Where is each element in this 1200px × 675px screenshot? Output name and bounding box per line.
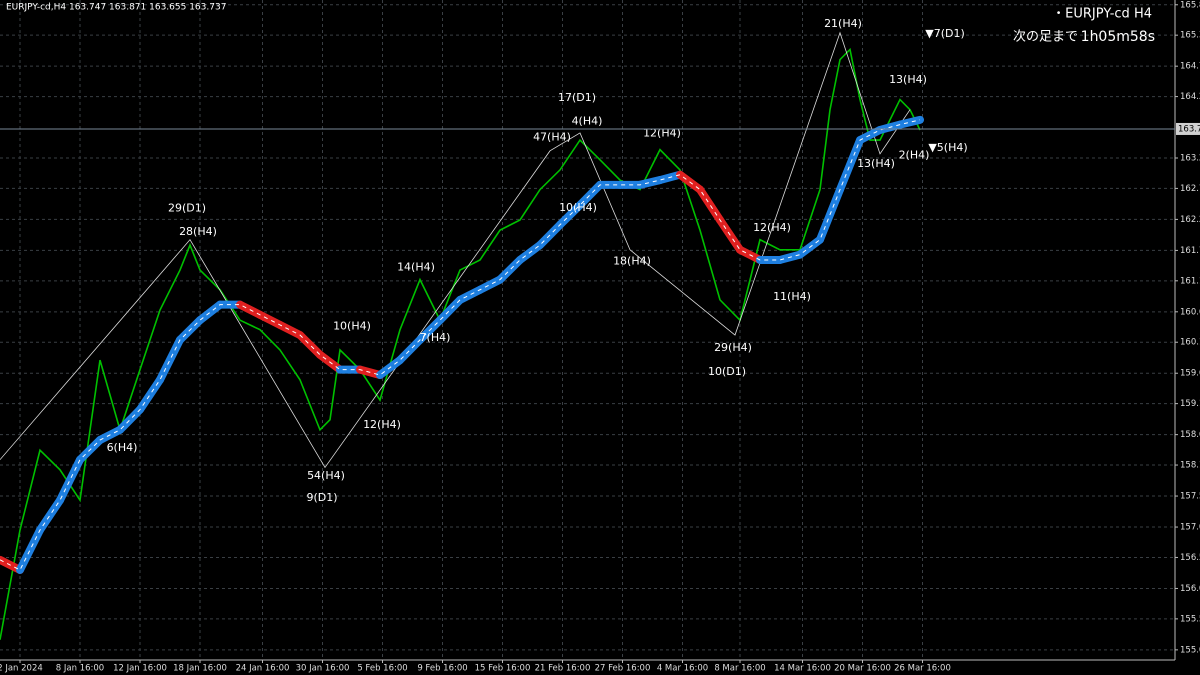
y-tick-label: 165.310 [1180, 31, 1200, 41]
y-tick-label: 165.820 [1180, 0, 1200, 10]
y-tick-label: 161.190 [1180, 276, 1200, 286]
symbol-label: ・EURJPY-cd H4 [1052, 7, 1152, 22]
ma-segment [896, 115, 924, 129]
y-tick-label: 164.790 [1180, 62, 1200, 72]
annotation: 54(H4) [307, 469, 345, 482]
annotation: 14(H4) [397, 261, 435, 274]
y-tick-label: 155.520 [1180, 614, 1200, 624]
price-line [0, 47, 921, 640]
x-tick-label: 4 Mar 16:00 [657, 664, 708, 674]
x-tick-label: 18 Jan 16:00 [173, 664, 227, 674]
y-tick-label: 159.640 [1180, 369, 1200, 379]
x-tick-label: 5 Feb 16:00 [357, 664, 407, 674]
annotation: 9(D1) [306, 491, 337, 504]
annotation: 29(D1) [168, 202, 206, 215]
annotation: 12(H4) [753, 221, 791, 234]
x-tick-label: 26 Mar 16:00 [894, 664, 951, 674]
y-tick-label: 156.030 [1180, 584, 1200, 594]
annotation: 21(H4) [824, 17, 862, 30]
x-tick-label: 12 Jan 16:00 [113, 664, 167, 674]
x-tick-label: 15 Feb 16:00 [475, 664, 531, 674]
y-tick-label: 156.550 [1180, 553, 1200, 563]
y-tick-label: 162.740 [1180, 184, 1200, 194]
y-tick-label: 162.220 [1180, 215, 1200, 225]
x-tick-label: 14 Mar 16:00 [774, 664, 831, 674]
annotation: 28(H4) [179, 225, 217, 238]
ma-segment [56, 455, 84, 505]
annotation: 2(H4) [899, 149, 930, 162]
ma-segment [436, 295, 464, 325]
annotation: 10(H4) [559, 201, 597, 214]
countdown-label: 次の足まで [1013, 29, 1078, 45]
annotation: 10(H4) [333, 320, 371, 333]
annotation: 13(H4) [889, 73, 927, 86]
annotation: ▼7(D1) [925, 27, 965, 40]
y-tick-label: 157.060 [1180, 523, 1200, 533]
zigzag-line [0, 31, 911, 469]
annotation: 12(H4) [363, 418, 401, 431]
annotation: 10(D1) [708, 365, 746, 378]
annotation: 4(H4) [572, 115, 603, 128]
x-tick-label: 21 Feb 16:00 [535, 664, 591, 674]
y-tick-label: 158.610 [1180, 430, 1200, 440]
ma-segment [156, 335, 184, 384]
current-price-box [1176, 122, 1200, 135]
x-tick-label: 8 Jan 16:00 [56, 664, 104, 674]
x-tick-label: 20 Mar 16:00 [834, 664, 891, 674]
y-tick-label: 160.160 [1180, 338, 1200, 348]
ma-segment [296, 331, 324, 359]
y-tick-label: 164.280 [1180, 92, 1200, 102]
annotation: 7(H4) [420, 331, 451, 344]
y-tick-label: 163.250 [1180, 153, 1200, 163]
x-tick-label: 27 Feb 16:00 [595, 664, 651, 674]
annotation: 11(H4) [773, 290, 811, 303]
x-tick-label: 30 Jan 16:00 [296, 664, 350, 674]
y-tick-label: 155.000 [1180, 645, 1200, 655]
annotation: 18(H4) [613, 255, 651, 268]
annotation: 6(H4) [107, 441, 138, 454]
y-tick-label: 159.130 [1180, 399, 1200, 409]
x-tick-label: 9 Feb 16:00 [417, 664, 467, 674]
annotation: 12(H4) [643, 127, 681, 140]
y-tick-label: 161.700 [1180, 246, 1200, 256]
annotation: 13(H4) [857, 157, 895, 170]
annotation: ▼5(H4) [928, 141, 967, 154]
header: EURJPY-cd,H4 163.747 163.871 163.655 163… [6, 3, 226, 13]
y-tick-label: 157.580 [1180, 492, 1200, 502]
annotation: 17(D1) [558, 91, 596, 104]
y-tick-label: 158.100 [1180, 461, 1200, 471]
x-tick-label: 24 Jan 16:00 [236, 664, 290, 674]
current-price-label: 163.737 [1178, 124, 1200, 134]
x-tick-label: 2 Jan 2024 [0, 664, 43, 674]
ma-center [0, 119, 921, 571]
ma-segment [836, 136, 864, 194]
annotation: 29(H4) [714, 341, 752, 354]
countdown: 1h05m58s [1081, 29, 1155, 45]
y-tick-label: 160.670 [1180, 307, 1200, 317]
annotation: 47(H4) [533, 131, 571, 144]
x-tick-label: 8 Mar 16:00 [714, 664, 765, 674]
